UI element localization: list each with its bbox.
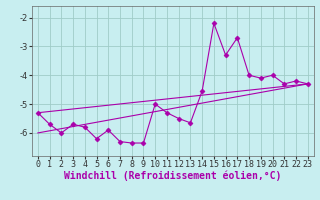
- X-axis label: Windchill (Refroidissement éolien,°C): Windchill (Refroidissement éolien,°C): [64, 171, 282, 181]
